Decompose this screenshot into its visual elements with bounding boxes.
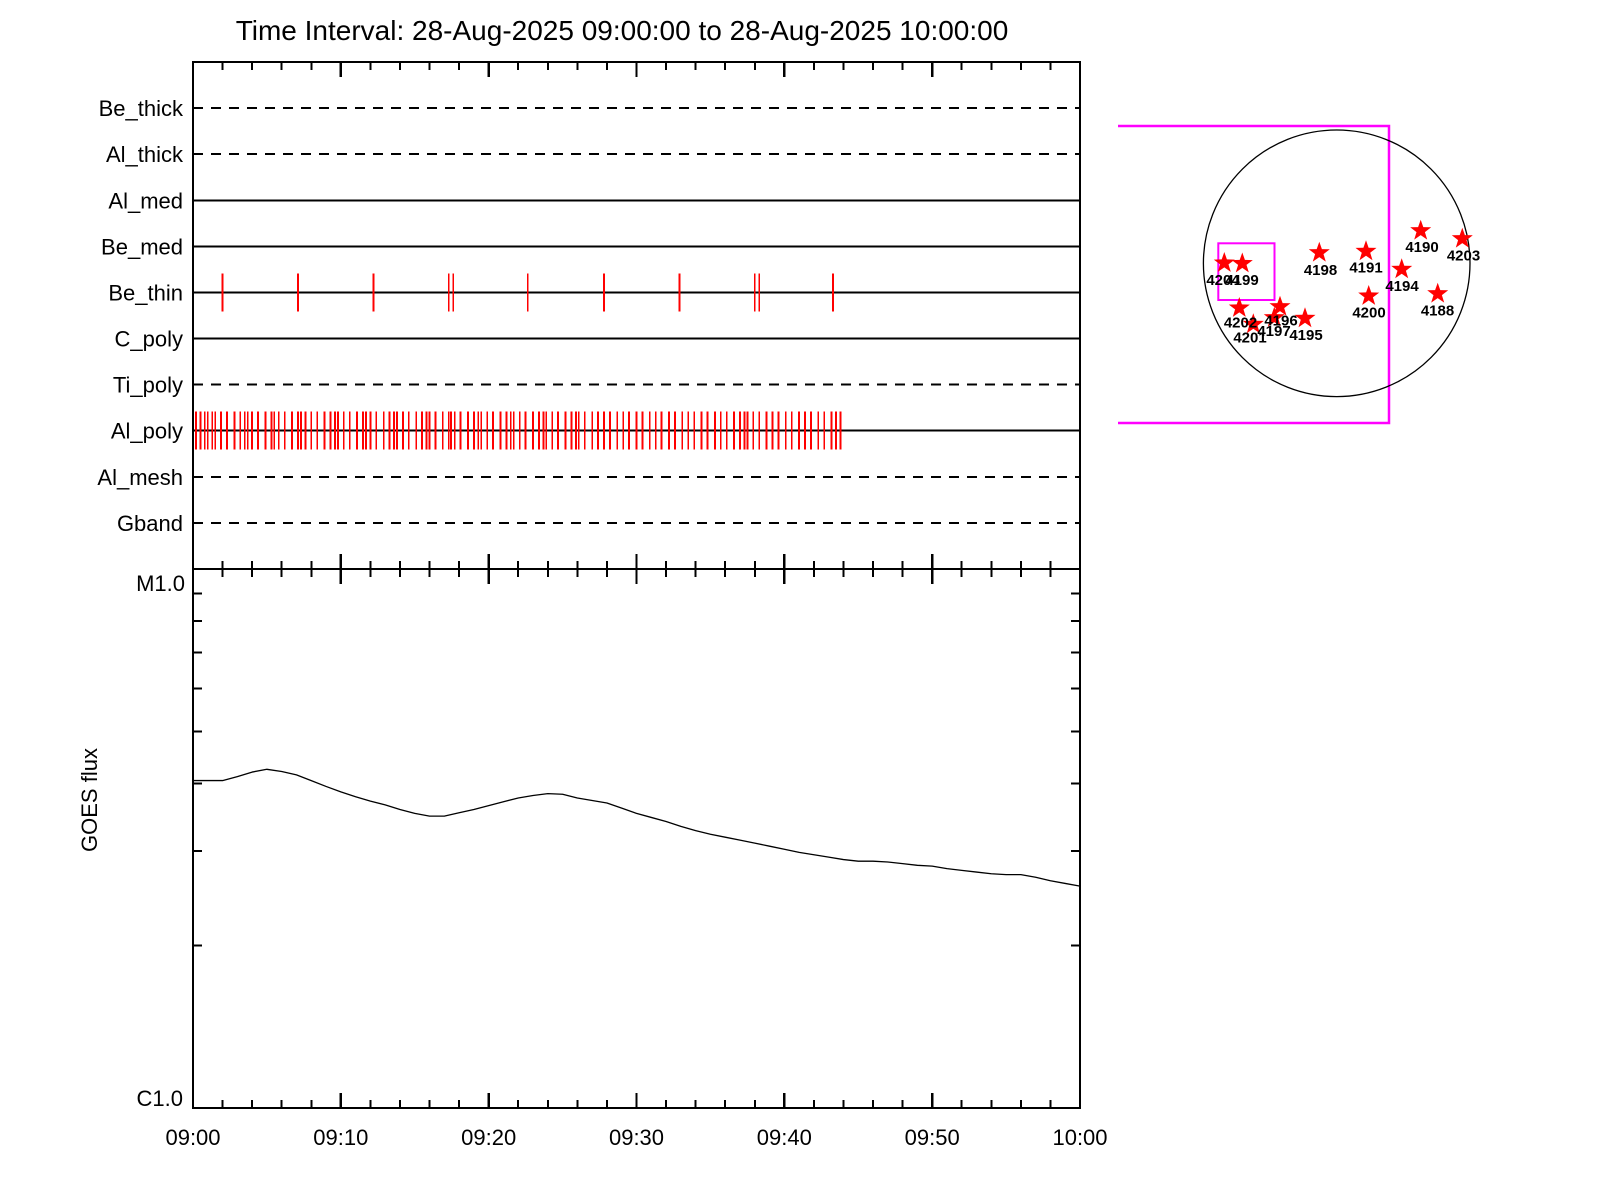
active-region-star-4201 (1242, 313, 1264, 334)
goes-y-min-label: C1.0 (137, 1086, 183, 1111)
x-axis-label-0950: 09:50 (905, 1125, 960, 1150)
goes-y-axis-title: GOES flux (77, 748, 102, 852)
fov-box (1118, 124, 1391, 425)
goes-y-max-label: M1.0 (136, 571, 185, 596)
active-region-star-4196 (1269, 295, 1291, 316)
active-region-star-4190 (1410, 219, 1432, 240)
active-region-label-4195: 4195 (1289, 327, 1322, 344)
filter-row-label-Al_mesh: Al_mesh (97, 465, 183, 490)
filter-row-label-Al_thick: Al_thick (106, 142, 184, 167)
goes-flux-panel: 09:00 09:10 09:20 09:30 09:40 09:50 10:00 (165, 568, 1108, 1150)
active-region-label-4199: 4199 (1225, 272, 1258, 289)
x-axis-label-0910: 09:10 (313, 1125, 368, 1150)
filter-row-label-Be_thin: Be_thin (108, 280, 183, 305)
filter-row-label-Al_med: Al_med (108, 188, 183, 213)
active-region-label-4201: 4201 (1233, 330, 1266, 347)
active-region-star-4204 (1213, 252, 1235, 272)
plot-title: Time Interval: 28-Aug-2025 09:00:00 to 2… (236, 15, 1009, 46)
filter-row-label-Gband: Gband (117, 511, 183, 536)
active-region-star-4194 (1391, 258, 1413, 279)
x-axis-label-0900: 09:00 (165, 1125, 220, 1150)
active-region-star-4188 (1427, 282, 1449, 303)
active-region-label-4202: 4202 (1224, 315, 1257, 332)
active-region-label-4194: 4194 (1385, 278, 1419, 295)
active-region-star-4191 (1355, 240, 1377, 261)
target-box (1217, 242, 1276, 302)
active-region-label-4196: 4196 (1264, 313, 1297, 330)
filter-row-label-C_poly: C_poly (115, 327, 183, 352)
active-region-label-4204: 4204 (1206, 272, 1240, 289)
goes-flux-curve (193, 768, 1081, 887)
filter-row-label-Ti_poly: Ti_poly (113, 373, 183, 398)
active-region-star-4195 (1294, 307, 1316, 328)
filter-row-label-Be_med: Be_med (101, 234, 183, 259)
active-region-star-4198 (1308, 241, 1330, 262)
x-axis-label-0930: 09:30 (609, 1125, 664, 1150)
filter-timeline-panel: Be_thick Al_thick Al_med Be_med Be_thin C_pol… (97, 61, 1081, 570)
active-region-label-4190: 4190 (1405, 239, 1438, 256)
active-region-star-4199 (1231, 252, 1253, 273)
active-region-star-4202 (1228, 297, 1250, 317)
active-region-label-4197: 4197 (1257, 323, 1290, 340)
solar-disk-limb (1202, 129, 1471, 398)
active-region-star-4203 (1451, 227, 1473, 248)
active-region-label-4203: 4203 (1447, 248, 1480, 265)
active-region-star-4200 (1358, 285, 1380, 305)
active-region-label-4200: 4200 (1352, 305, 1385, 322)
x-axis-label-0940: 09:40 (757, 1125, 812, 1150)
active-region-label-4198: 4198 (1304, 262, 1337, 279)
filter-row-label-Be_thick: Be_thick (99, 96, 184, 121)
active-region-label-4188: 4188 (1421, 303, 1454, 320)
filter-row-label-Al_poly: Al_poly (111, 419, 183, 444)
active-region-label-4191: 4191 (1349, 260, 1382, 277)
x-axis-label-0920: 09:20 (461, 1125, 516, 1150)
x-axis-label-1000: 10:00 (1052, 1125, 1107, 1150)
active-region-star-4197 (1263, 306, 1285, 327)
